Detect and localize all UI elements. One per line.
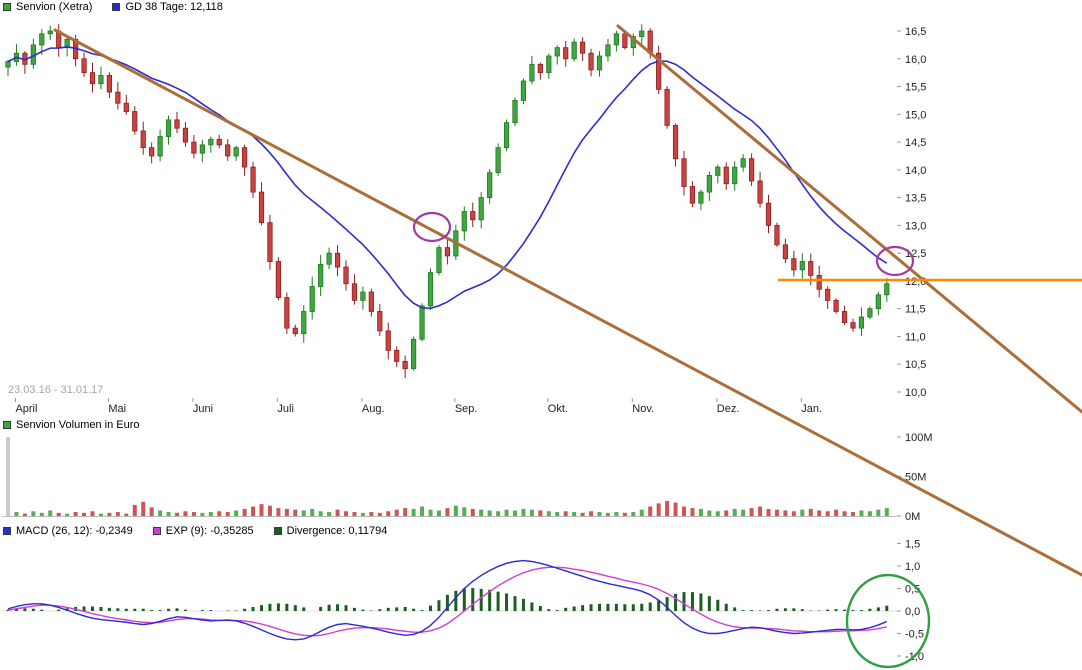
svg-text:15,5: 15,5	[905, 82, 926, 94]
price-panel-legend: Senvion (Xetra) GD 38 Tage: 12,118	[3, 1, 237, 13]
divergence-legend-group: Divergence: 0,11794	[273, 525, 388, 537]
svg-text:14,0: 14,0	[905, 165, 926, 177]
svg-text:16,0: 16,0	[905, 54, 926, 66]
svg-text:1,5: 1,5	[905, 539, 920, 551]
svg-text:Okt.: Okt.	[548, 403, 568, 415]
candlestick-series	[5, 24, 890, 379]
senvion-series-marker-icon	[3, 3, 11, 11]
macd-line	[7, 559, 888, 641]
svg-text:100M: 100M	[905, 432, 933, 444]
svg-text:16,5: 16,5	[905, 26, 926, 38]
svg-text:14,5: 14,5	[905, 137, 926, 149]
svg-text:50M: 50M	[905, 472, 926, 484]
svg-text:0M: 0M	[905, 511, 920, 523]
svg-text:Jan.: Jan.	[801, 403, 822, 415]
series-legend-group: Senvion (Xetra)	[3, 1, 92, 13]
svg-text:-0,5: -0,5	[905, 629, 924, 641]
date-range-label: 23.03.16 - 31.01.17	[8, 384, 104, 396]
divergence-value-label: Divergence: 0,11794	[286, 525, 388, 537]
divergence-marker-icon	[273, 527, 282, 535]
highlight-circle	[412, 211, 452, 243]
ma-legend-group: GD 38 Tage: 12,118	[112, 1, 223, 13]
exp-marker-icon	[152, 527, 161, 535]
macd-panel: 1,51,00,50,0-0,5-1,0	[2, 539, 924, 663]
svg-text:0,0: 0,0	[905, 606, 920, 618]
volume-panel-legend: Senvion Volumen in Euro	[3, 419, 154, 431]
macd-highlight-circle	[845, 573, 931, 669]
exp-value-label: EXP (9): -0,35285	[165, 525, 254, 537]
svg-text:11,0: 11,0	[905, 331, 926, 343]
macd-marker-icon	[3, 527, 11, 535]
series-label: Senvion (Xetra)	[16, 1, 93, 13]
exp-legend-group: EXP (9): -0,35285	[152, 525, 254, 537]
svg-text:1,0: 1,0	[905, 561, 920, 573]
moving-average-line	[7, 46, 888, 310]
svg-text:11,5: 11,5	[905, 304, 926, 316]
volume-label: Senvion Volumen in Euro	[16, 419, 140, 431]
moving-average-marker-icon	[112, 3, 121, 11]
highlight-circle	[875, 245, 915, 277]
ma-label: GD 38 Tage: 12,118	[125, 1, 223, 13]
downtrend-line	[53, 28, 1082, 577]
svg-text:12,0: 12,0	[905, 276, 926, 288]
svg-text:Juni: Juni	[193, 403, 213, 415]
svg-text:10,0: 10,0	[905, 387, 926, 399]
macd-legend-group: MACD (26, 12): -0,2349	[3, 525, 133, 537]
svg-text:13,5: 13,5	[905, 193, 926, 205]
volume-marker-icon	[3, 421, 11, 429]
svg-text:Dez.: Dez.	[717, 403, 740, 415]
volume-panel: 0M 50M 100M	[2, 432, 933, 523]
svg-text:10,5: 10,5	[905, 359, 926, 371]
volume-legend-group: Senvion Volumen in Euro	[3, 419, 140, 431]
svg-text:Aug.: Aug.	[362, 403, 385, 415]
macd-value-label: MACD (26, 12): -0,2349	[16, 525, 133, 537]
svg-text:Juli: Juli	[277, 403, 294, 415]
svg-text:13,0: 13,0	[905, 220, 926, 232]
svg-text:Sep.: Sep.	[455, 403, 478, 415]
svg-text:15,0: 15,0	[905, 109, 926, 121]
annotations-layer	[53, 24, 1082, 669]
downtrend-line	[616, 24, 1082, 414]
svg-text:12,5: 12,5	[905, 248, 926, 260]
svg-text:April: April	[15, 403, 37, 415]
macd-panel-legend: MACD (26, 12): -0,2349 EXP (9): -0,35285…	[3, 525, 401, 537]
svg-text:Nov.: Nov.	[632, 403, 654, 415]
svg-text:Mai: Mai	[108, 403, 126, 415]
price-panel: 16,5 16,0 15,5 15,0 14,5 14,0 13,5 13,0 12,5 12,0…	[14, 26, 926, 415]
